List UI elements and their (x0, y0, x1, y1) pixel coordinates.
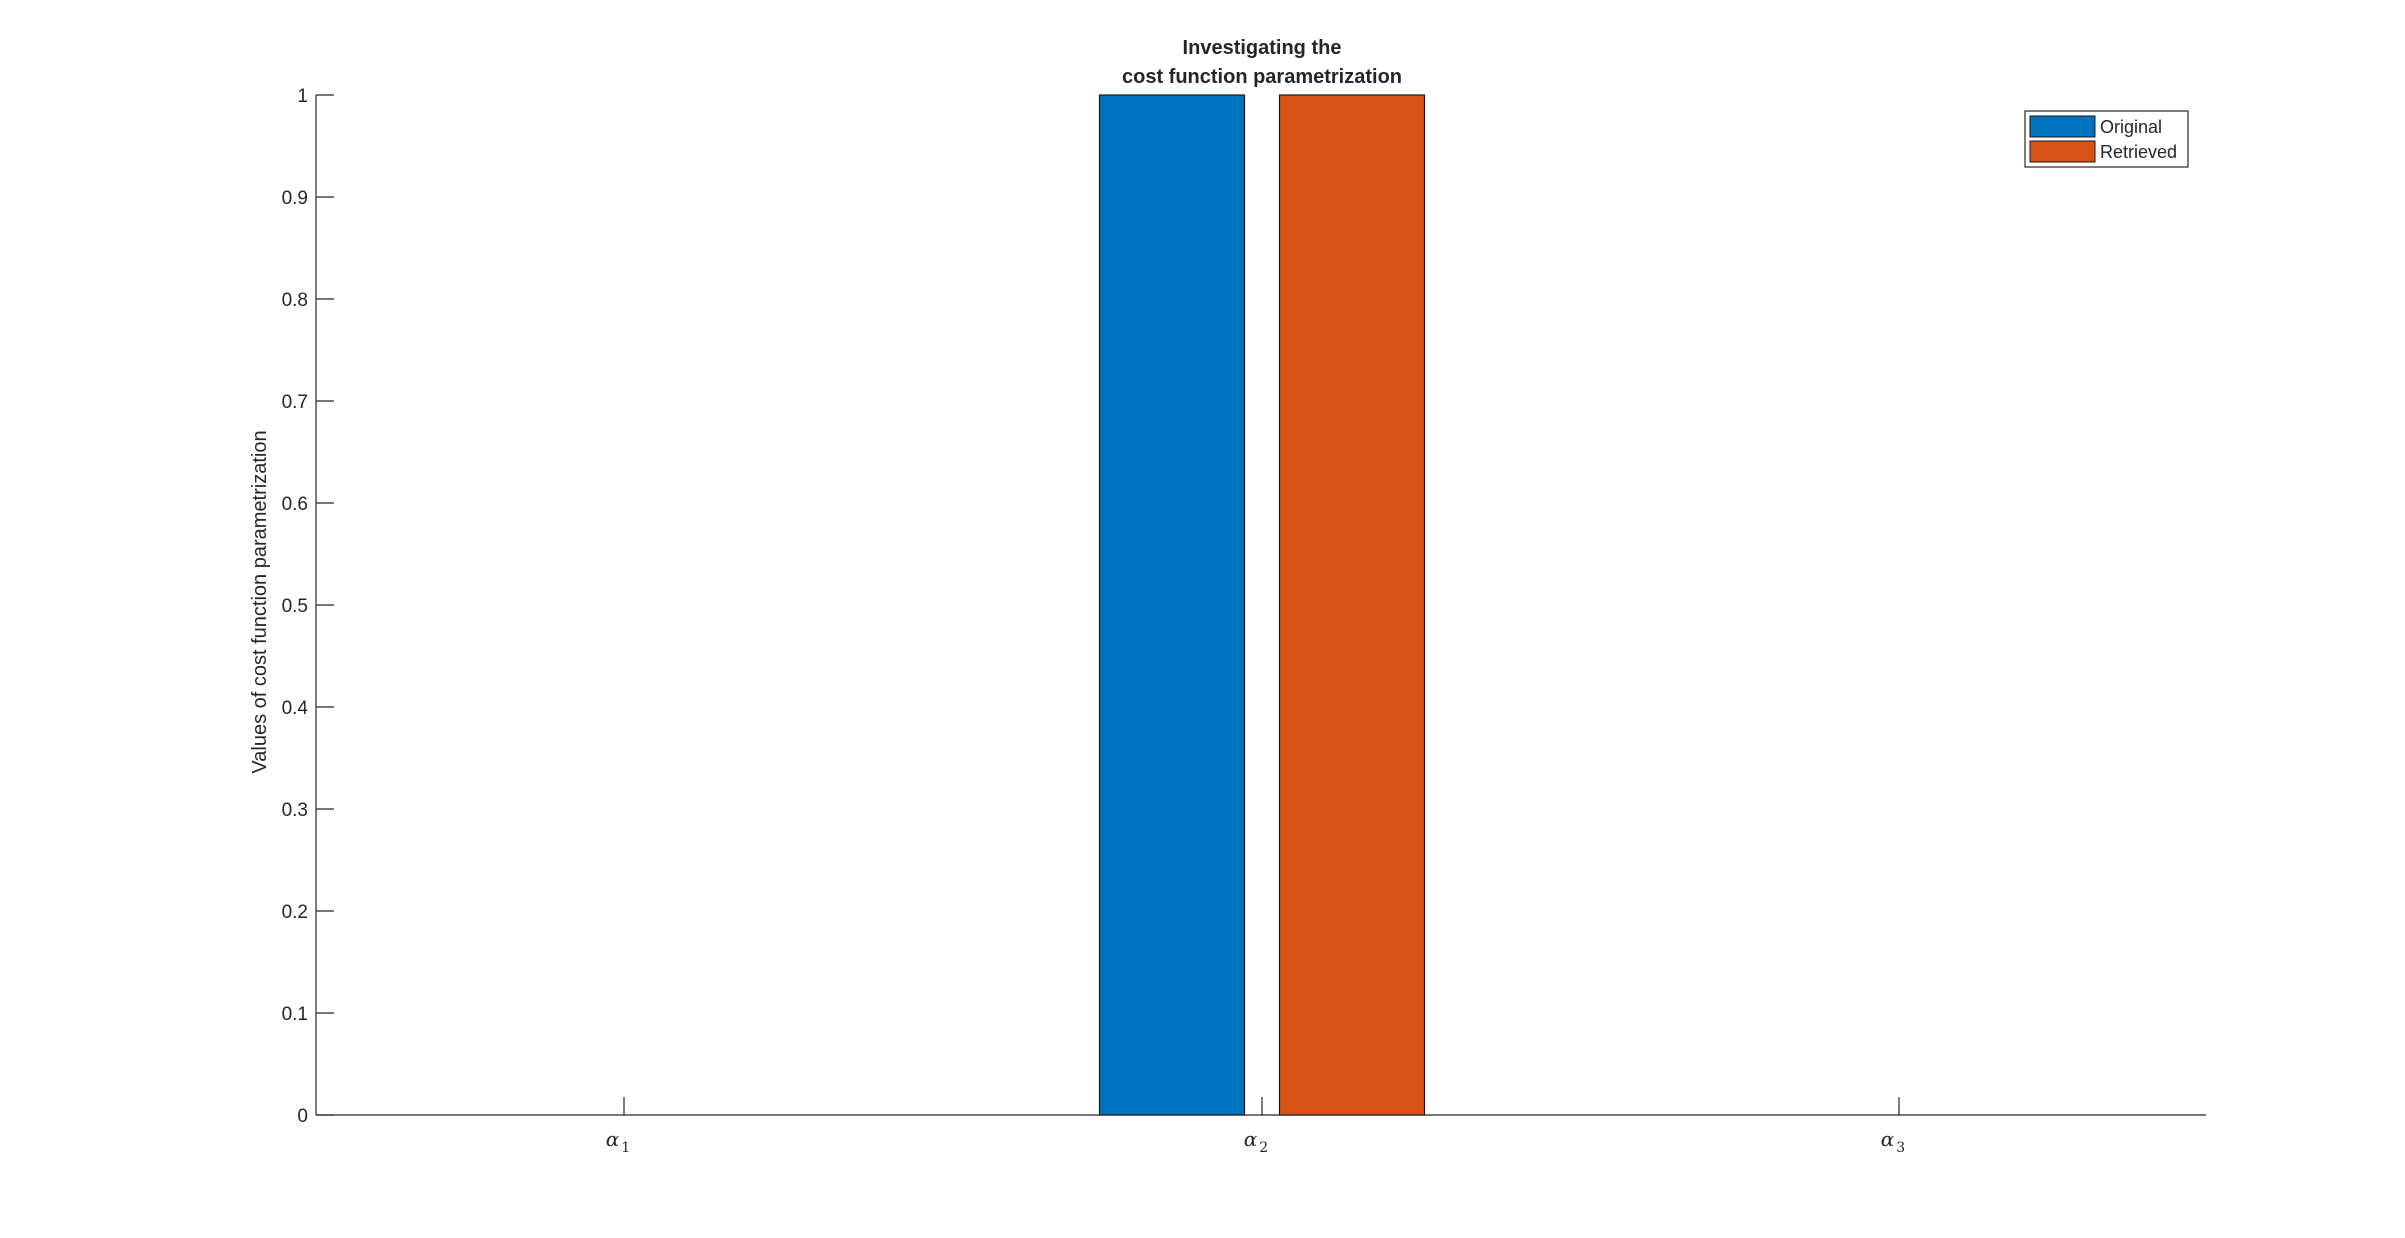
y-tick-label: 0.6 (282, 494, 308, 515)
y-tick-label: 0.9 (282, 188, 308, 209)
legend-label-retrieved: Retrieved (2100, 142, 2177, 162)
bar-original-2 (1098, 94, 1246, 1116)
bar-retrieved-2 (1278, 94, 1426, 1116)
legend-swatch-original (2029, 115, 2096, 138)
bars-layer (1098, 94, 1426, 1116)
legend-label-original: Original (2100, 117, 2162, 137)
y-tick-label: 0.2 (282, 902, 308, 923)
chart-title-line-2: cost function parametrization (1122, 66, 1402, 88)
y-axis-label: Values of cost function parametrization (249, 430, 271, 773)
y-tick-label: 0.4 (282, 698, 309, 719)
y-tick-label: 0.1 (282, 1004, 308, 1025)
axes-layer: 0 0.1 0.2 0.3 0.4 0.5 0.6 0.7 0.8 0.9 1 α 1 α 2 α 3 (282, 86, 2206, 1156)
y-tick-label: 0.8 (282, 290, 308, 311)
y-tick-label: 1 (297, 86, 308, 107)
y-tick-label: 0.7 (282, 392, 308, 413)
y-tick-label: 0 (297, 1106, 308, 1127)
y-tick-label: 0.5 (282, 596, 308, 617)
chart-title-line-1: Investigating the (1183, 37, 1342, 59)
y-tick-label: 0.3 (282, 800, 308, 821)
legend-swatch-retrieved (2029, 140, 2096, 163)
chart-title: Investigating the cost function parametr… (1122, 37, 1402, 88)
legend[interactable]: Original Retrieved (2024, 110, 2189, 168)
